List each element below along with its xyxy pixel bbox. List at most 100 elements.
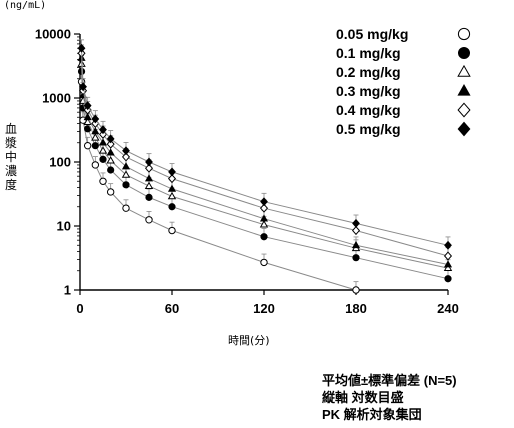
- data-point: [144, 174, 154, 182]
- series-6: [77, 39, 452, 250]
- data-point: [167, 174, 177, 184]
- legend: 0.05 mg/kg 0.1 mg/kg 0.2 mg/kg 0.3 mg/kg 0.4…: [336, 24, 472, 138]
- data-point: [352, 254, 360, 262]
- data-point: [443, 263, 453, 271]
- data-point: [99, 155, 107, 163]
- data-point: [444, 275, 452, 283]
- y-tick-label: 1000: [42, 91, 71, 106]
- data-point: [106, 188, 115, 196]
- data-point: [91, 114, 100, 124]
- data-point: [79, 82, 87, 92]
- legend-marker: [458, 46, 470, 59]
- data-point: [91, 142, 99, 150]
- data-point: [352, 286, 360, 294]
- x-tick-label: 180: [345, 301, 367, 316]
- data-point: [144, 181, 154, 190]
- data-point: [167, 184, 177, 192]
- legend-marker: [457, 102, 471, 117]
- data-point: [443, 251, 453, 261]
- legend-marker-icon: [457, 102, 471, 117]
- x-tick-label: 240: [437, 301, 459, 316]
- x-axis-label: 時間(分): [228, 334, 270, 347]
- data-point: [121, 162, 131, 170]
- y-tick-label: 10000: [35, 27, 71, 42]
- data-point: [83, 112, 92, 121]
- data-point: [260, 233, 268, 241]
- note-log-scale: 縦軸 対数目盛: [322, 390, 404, 405]
- data-point: [122, 204, 130, 212]
- data-point: [106, 134, 115, 144]
- data-point: [91, 161, 100, 169]
- data-point: [259, 220, 269, 228]
- data-point: [107, 166, 115, 174]
- y-axis-label-char: 血: [4, 122, 17, 136]
- data-point: [145, 216, 153, 224]
- data-point: [260, 197, 268, 207]
- legend-label: 0.05 mg/kg: [336, 25, 409, 42]
- data-point: [99, 177, 107, 185]
- legend-item: 0.5 mg/kg: [336, 119, 472, 138]
- y-axis-label-char: 中: [4, 150, 17, 164]
- y-axis-label-char: 度: [4, 178, 17, 192]
- data-point: [98, 146, 108, 154]
- legend-item: 0.1 mg/kg: [336, 43, 472, 62]
- data-point: [145, 157, 153, 167]
- legend-label: 0.4 mg/kg: [336, 101, 401, 118]
- data-point: [259, 214, 269, 222]
- data-point: [121, 170, 131, 178]
- data-point: [444, 240, 452, 250]
- x-tick-label: 0: [76, 301, 83, 316]
- legend-item: 0.2 mg/kg: [336, 62, 472, 81]
- legend-item: 0.3 mg/kg: [336, 81, 472, 100]
- legend-item: 0.05 mg/kg: [336, 24, 472, 43]
- data-point: [122, 146, 130, 156]
- chart-notes: 平均値±標準偏差 (N=5) 縦軸 対数目盛 PK 解析対象集団: [322, 372, 457, 423]
- data-point: [106, 156, 115, 164]
- legend-marker-icon: [457, 83, 471, 96]
- data-point: [91, 127, 100, 135]
- legend-marker: [457, 121, 471, 136]
- data-point: [106, 148, 115, 156]
- legend-marker-icon: [457, 121, 471, 136]
- data-point: [259, 203, 269, 213]
- x-tick-label: 60: [165, 301, 179, 316]
- data-point: [99, 125, 107, 135]
- legend-marker-icon: [457, 27, 471, 40]
- data-point: [443, 260, 453, 268]
- data-point: [83, 101, 92, 111]
- data-point: [168, 167, 176, 177]
- series-1: [77, 72, 360, 294]
- y-axis-label-char: 濃: [4, 164, 17, 178]
- x-tick-label: 120: [253, 301, 275, 316]
- data-point: [168, 226, 176, 235]
- legend-marker: [457, 27, 471, 40]
- legend-label: 0.1 mg/kg: [336, 44, 401, 61]
- legend-item: 0.4 mg/kg: [336, 100, 472, 119]
- data-point: [91, 133, 100, 141]
- y-tick-label: 10: [57, 219, 71, 234]
- data-point: [77, 43, 86, 53]
- data-point: [144, 163, 154, 173]
- y-tick-label: 100: [49, 155, 71, 170]
- legend-label: 0.2 mg/kg: [336, 63, 401, 80]
- legend-label: 0.5 mg/kg: [336, 120, 401, 137]
- data-point: [98, 138, 108, 146]
- data-point: [106, 139, 115, 149]
- legend-marker: [457, 83, 471, 96]
- y-axis-label: 血漿中濃度: [4, 122, 18, 192]
- data-point: [121, 152, 131, 162]
- data-point: [145, 193, 153, 201]
- data-point: [122, 181, 130, 189]
- note-mean-sd: 平均値±標準偏差 (N=5): [322, 373, 457, 388]
- note-population: PK 解析対象集団: [322, 407, 422, 422]
- legend-marker: [457, 64, 471, 77]
- data-point: [168, 203, 176, 211]
- legend-marker-icon: [457, 64, 471, 77]
- data-point: [83, 141, 92, 150]
- legend-marker-icon: [458, 46, 470, 59]
- y-axis-label-char: 漿: [4, 136, 17, 150]
- legend-label: 0.3 mg/kg: [336, 82, 401, 99]
- data-point: [351, 225, 361, 236]
- data-point: [83, 117, 92, 126]
